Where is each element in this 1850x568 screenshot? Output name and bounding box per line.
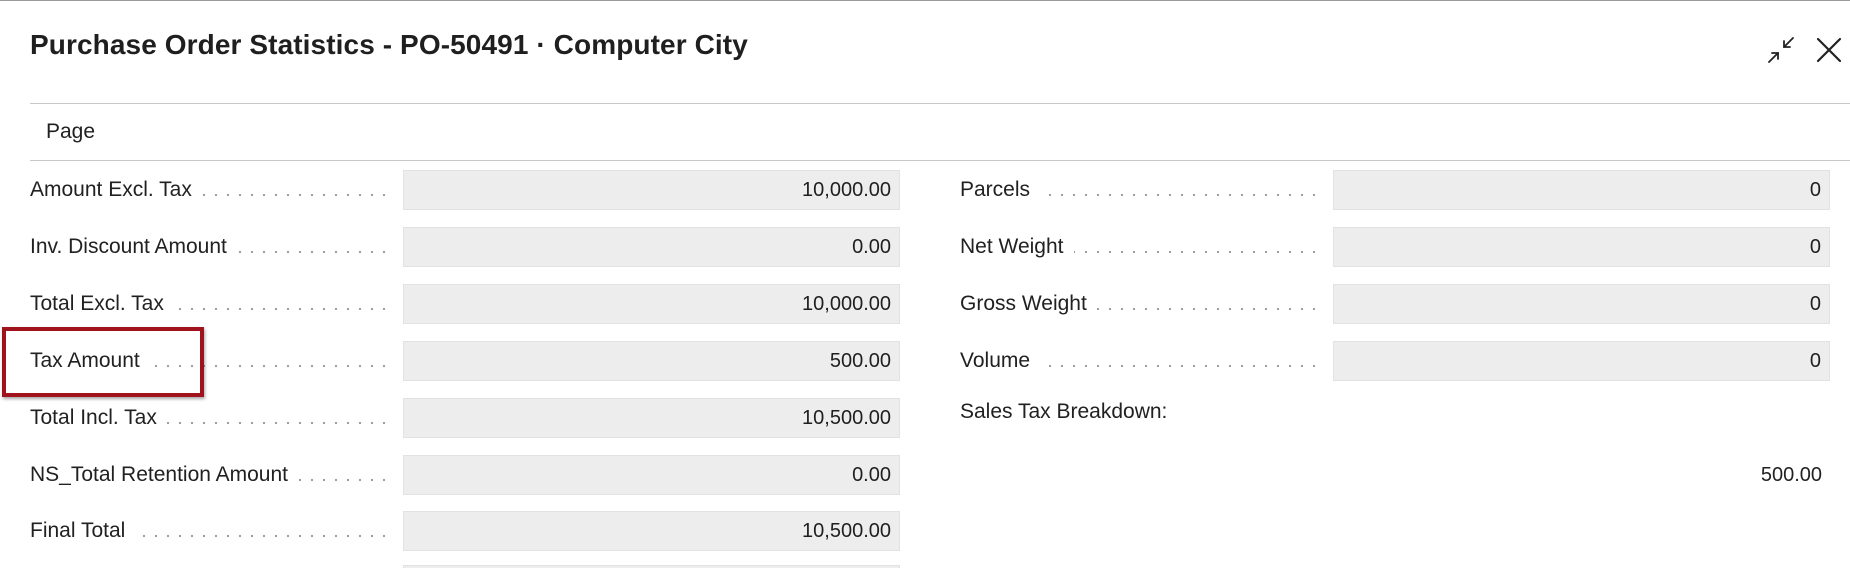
- leader-dots: [960, 251, 1325, 253]
- field-label: Inv. Discount Amount: [30, 235, 237, 259]
- field-row-amount-excl-tax: Amount Excl. Tax 10,000.00: [30, 170, 900, 212]
- field-label: Volume: [960, 349, 1041, 373]
- field-row-net-weight: Net Weight 0: [960, 227, 1830, 269]
- field-row-volume: Volume 0: [960, 341, 1830, 383]
- field-value[interactable]: 500.00: [403, 341, 900, 381]
- sales-tax-breakdown-label: Sales Tax Breakdown:: [960, 400, 1168, 423]
- field-label: NS_Total Retention Amount: [30, 463, 298, 487]
- field-row-total-excl-tax: Total Excl. Tax 10,000.00: [30, 284, 900, 326]
- leader-dots: [30, 308, 395, 310]
- field-value[interactable]: 0: [1333, 284, 1830, 324]
- field-value[interactable]: 0: [1333, 341, 1830, 381]
- field-value[interactable]: 0: [1333, 227, 1830, 267]
- header-divider: [30, 103, 1850, 104]
- field-label: Amount Excl. Tax: [30, 178, 202, 202]
- field-label: Parcels: [960, 178, 1041, 202]
- leader-dots: [30, 422, 395, 424]
- leader-dots: [30, 365, 395, 367]
- leader-dots: [960, 308, 1325, 310]
- field-label[interactable]: Tax Amount: [30, 349, 150, 373]
- leader-dots: [30, 194, 395, 196]
- field-value[interactable]: 0.00: [403, 455, 900, 495]
- dialog-title: Purchase Order Statistics - PO-50491 · C…: [30, 29, 748, 60]
- toolbar-divider: [30, 160, 1850, 161]
- field-value[interactable]: 10,500.00: [403, 398, 900, 438]
- collapse-icon: [1768, 37, 1794, 63]
- field-label: Total Incl. Tax: [30, 406, 167, 430]
- field-value[interactable]: 10,000.00: [403, 170, 900, 210]
- field-label: Net Weight: [960, 235, 1074, 259]
- field-row-total-incl-tax: Total Incl. Tax 10,500.00: [30, 398, 900, 440]
- field-row-gross-weight: Gross Weight 0: [960, 284, 1830, 326]
- field-value[interactable]: 0: [1333, 170, 1830, 210]
- field-row-parcels: Parcels 0: [960, 170, 1830, 212]
- collapse-button[interactable]: [1764, 33, 1798, 67]
- field-value-partial[interactable]: [403, 565, 900, 568]
- field-row-final-total: Final Total 10,500.00: [30, 511, 900, 553]
- leader-dots: [30, 535, 395, 537]
- field-value[interactable]: 0.00: [403, 227, 900, 267]
- field-value[interactable]: 10,000.00: [403, 284, 900, 324]
- field-label: Gross Weight: [960, 292, 1097, 316]
- leader-dots: [960, 365, 1325, 367]
- close-icon: [1816, 37, 1842, 63]
- tab-page[interactable]: Page: [46, 120, 96, 143]
- field-row-tax-amount: Tax Amount 500.00: [30, 341, 900, 383]
- sales-tax-breakdown-value: 500.00: [1760, 464, 1822, 486]
- field-label: Total Excl. Tax: [30, 292, 174, 316]
- field-row-ns-total-retention-amount: NS_Total Retention Amount 0.00: [30, 455, 900, 497]
- field-row-inv-discount-amount: Inv. Discount Amount 0.00: [30, 227, 900, 269]
- leader-dots: [960, 194, 1325, 196]
- field-value[interactable]: 10,500.00: [403, 511, 900, 551]
- close-button[interactable]: [1812, 33, 1846, 67]
- field-label: Final Total: [30, 519, 136, 543]
